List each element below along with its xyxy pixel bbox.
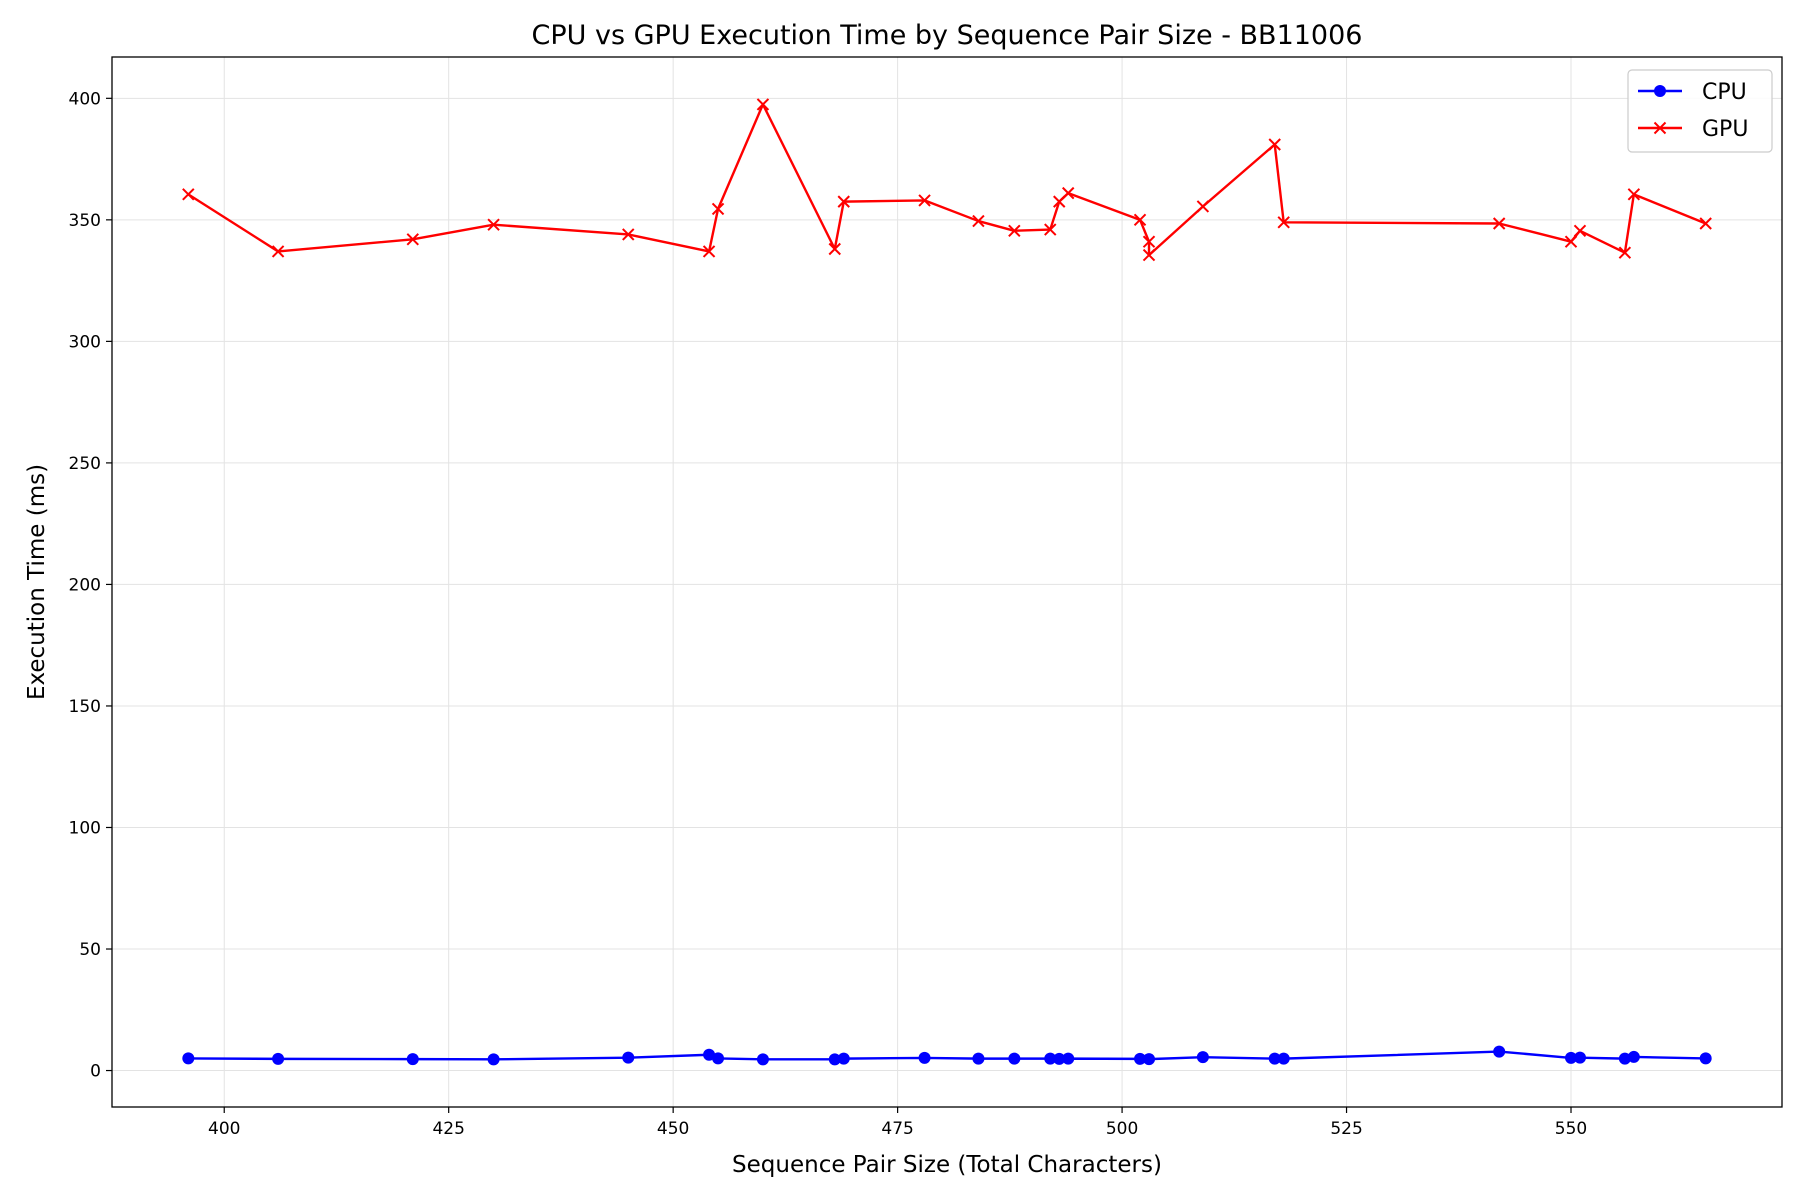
gpu-point bbox=[1142, 248, 1156, 262]
gpu-point bbox=[702, 245, 716, 258]
y-tick-label: 150 bbox=[69, 697, 101, 717]
gpu-point bbox=[1699, 217, 1712, 230]
x-tick-label: 400 bbox=[208, 1119, 240, 1139]
series-gpu bbox=[182, 98, 1712, 262]
gpu-point bbox=[1573, 224, 1587, 237]
cpu-point bbox=[406, 1053, 419, 1066]
plot-series bbox=[182, 98, 1712, 1066]
y-tick-label: 250 bbox=[69, 454, 101, 474]
cpu-point bbox=[1143, 1053, 1156, 1066]
gpu-point bbox=[1044, 223, 1057, 236]
x-axis-title: Sequence Pair Size (Total Characters) bbox=[732, 1152, 1162, 1178]
gpu-point bbox=[972, 214, 985, 228]
cpu-point bbox=[1134, 1052, 1147, 1065]
y-tick-label: 300 bbox=[69, 332, 101, 352]
x-tick-label: 450 bbox=[657, 1119, 689, 1139]
cpu-point bbox=[1196, 1051, 1209, 1064]
legend-entry-cpu: CPU bbox=[1638, 80, 1747, 105]
cpu-point bbox=[712, 1052, 725, 1065]
y-tick-label: 200 bbox=[69, 575, 101, 595]
cpu-point bbox=[182, 1052, 195, 1065]
legend-label: GPU bbox=[1702, 117, 1748, 142]
gpu-point bbox=[756, 98, 770, 111]
gpu-point bbox=[487, 218, 500, 231]
gpu-point bbox=[828, 242, 841, 256]
y-tick-label: 100 bbox=[69, 818, 101, 838]
plot-frame bbox=[111, 56, 1783, 1108]
cpu-point bbox=[703, 1048, 716, 1061]
gpu-point bbox=[1008, 224, 1021, 237]
y-tick-label: 0 bbox=[90, 1062, 101, 1082]
x-tick-label: 525 bbox=[1330, 1119, 1362, 1139]
gpu-point bbox=[271, 245, 285, 258]
legend-marker bbox=[1653, 121, 1667, 135]
cpu-point bbox=[1699, 1052, 1712, 1065]
chart-title: CPU vs GPU Execution Time by Sequence Pa… bbox=[532, 20, 1363, 51]
x-tick-label: 425 bbox=[432, 1119, 464, 1139]
y-axis-title: Execution Time (ms) bbox=[24, 464, 50, 700]
gpu-line bbox=[187, 103, 1707, 257]
legend-marker bbox=[1654, 85, 1666, 97]
gpu-point bbox=[1196, 200, 1210, 213]
y-tick-label: 400 bbox=[69, 89, 101, 109]
gpu-point bbox=[1627, 188, 1641, 201]
cpu-point bbox=[1627, 1050, 1640, 1063]
legend: CPU GPU bbox=[1627, 69, 1773, 153]
gpu-point bbox=[1277, 216, 1290, 229]
cpu-point bbox=[1044, 1052, 1057, 1065]
gpu-point bbox=[1564, 235, 1578, 248]
cpu-point bbox=[1062, 1052, 1075, 1065]
x-tick-label: 550 bbox=[1555, 1119, 1587, 1139]
gpu-point bbox=[622, 228, 635, 241]
cpu-point bbox=[756, 1053, 769, 1066]
axis-ticks: 400 425 450 475 500 525 550 0 50 100 150 200 250 300 3… bbox=[69, 89, 1588, 1139]
series-cpu bbox=[182, 1045, 1712, 1066]
legend-entry-gpu: GPU bbox=[1638, 117, 1748, 142]
cpu-point bbox=[1277, 1052, 1290, 1065]
cpu-point bbox=[1618, 1052, 1631, 1065]
y-tick-label: 350 bbox=[69, 211, 101, 231]
x-tick-label: 475 bbox=[881, 1119, 913, 1139]
gpu-point bbox=[182, 188, 195, 201]
grid-lines bbox=[112, 57, 1782, 1107]
cpu-point bbox=[1008, 1052, 1021, 1065]
cpu-point bbox=[1493, 1045, 1506, 1058]
cpu-point bbox=[1053, 1052, 1066, 1065]
cpu-point bbox=[972, 1052, 985, 1065]
cpu-point bbox=[837, 1052, 850, 1065]
gpu-point bbox=[837, 195, 850, 208]
legend-box bbox=[1627, 69, 1773, 153]
gpu-point bbox=[1142, 235, 1156, 248]
gpu-point bbox=[1062, 186, 1075, 200]
cpu-point bbox=[1573, 1051, 1586, 1064]
gpu-point bbox=[406, 233, 419, 246]
cpu-point bbox=[918, 1051, 931, 1064]
gpu-point bbox=[1268, 138, 1281, 151]
y-tick-label: 50 bbox=[79, 940, 101, 960]
cpu-point bbox=[828, 1053, 841, 1066]
gpu-point bbox=[1133, 213, 1147, 227]
gpu-point bbox=[918, 194, 931, 207]
cpu-point bbox=[622, 1051, 635, 1064]
cpu-point bbox=[272, 1052, 285, 1065]
cpu-point bbox=[1268, 1052, 1281, 1065]
gpu-point bbox=[1492, 217, 1506, 230]
gpu-point bbox=[711, 202, 725, 216]
legend-label: CPU bbox=[1702, 80, 1747, 105]
gpu-point bbox=[1618, 246, 1632, 259]
cpu-point bbox=[487, 1053, 500, 1066]
cpu-point bbox=[1565, 1051, 1578, 1064]
x-tick-label: 500 bbox=[1106, 1119, 1138, 1139]
